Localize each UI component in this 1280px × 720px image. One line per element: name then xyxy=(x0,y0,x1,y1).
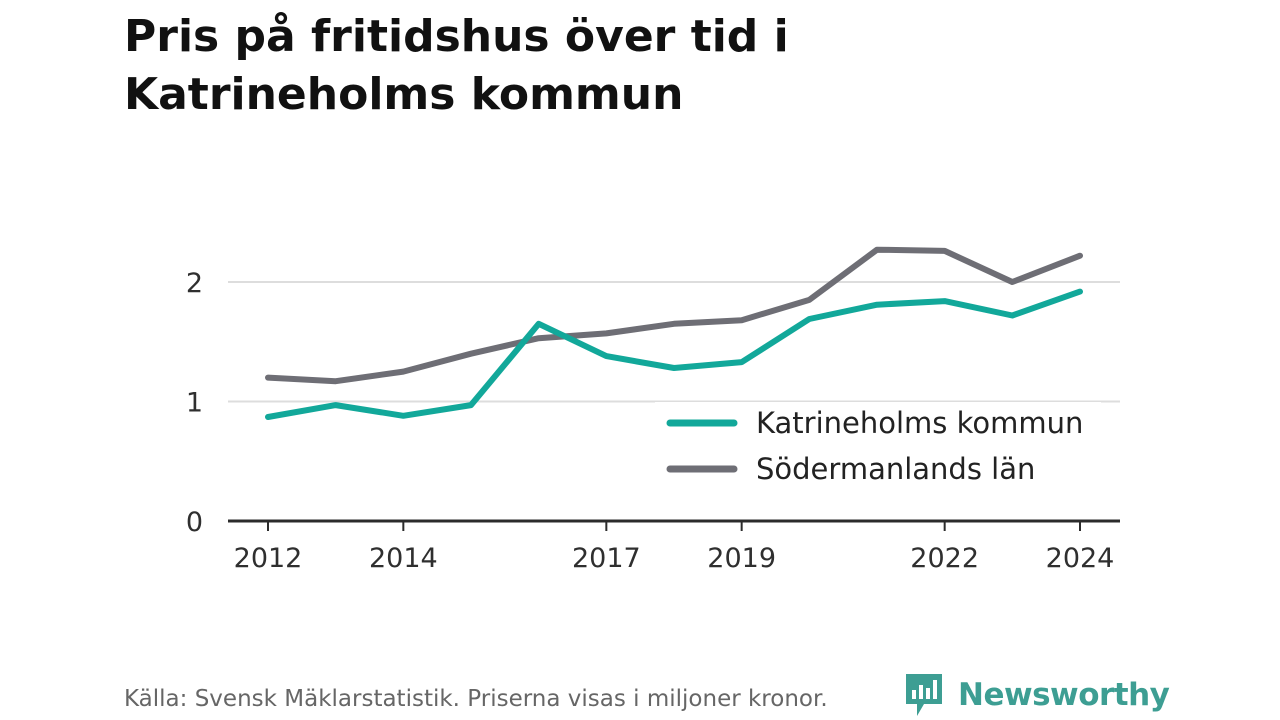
legend-label: Katrineholms kommun xyxy=(756,406,1083,440)
x-tick-label: 2022 xyxy=(910,543,979,574)
legend-label: Södermanlands län xyxy=(756,452,1035,486)
series-line-katrineholms-kommun xyxy=(265,288,1083,420)
brand-logo: Newsworthy xyxy=(904,672,1170,718)
legend-background xyxy=(655,402,1101,502)
series-line-sodermanlands-lan xyxy=(265,246,1083,385)
axes: 0 1 2 2012 2014 2017 2019 2022 2024 xyxy=(186,268,1120,574)
source-note: Källa: Svensk Mäklarstatistik. Priserna … xyxy=(124,686,828,712)
x-tick-label: 2017 xyxy=(572,543,641,574)
x-tick-label: 2024 xyxy=(1046,543,1115,574)
newsworthy-logo-icon xyxy=(906,674,942,716)
x-tick-label: 2019 xyxy=(707,543,776,574)
legend: Katrineholms kommun Södermanlands län xyxy=(655,402,1101,502)
x-tick-label: 2012 xyxy=(234,543,303,574)
gridlines xyxy=(228,281,1120,403)
x-tick-label: 2014 xyxy=(369,543,438,574)
chart-title: Pris på fritidshus över tid i Katrinehol… xyxy=(124,11,789,120)
y-tick-label: 1 xyxy=(186,388,203,419)
series-lines xyxy=(265,246,1083,420)
brand-name: Newsworthy xyxy=(958,677,1170,713)
y-tick-label: 2 xyxy=(186,268,203,299)
y-tick-label: 0 xyxy=(186,507,203,538)
